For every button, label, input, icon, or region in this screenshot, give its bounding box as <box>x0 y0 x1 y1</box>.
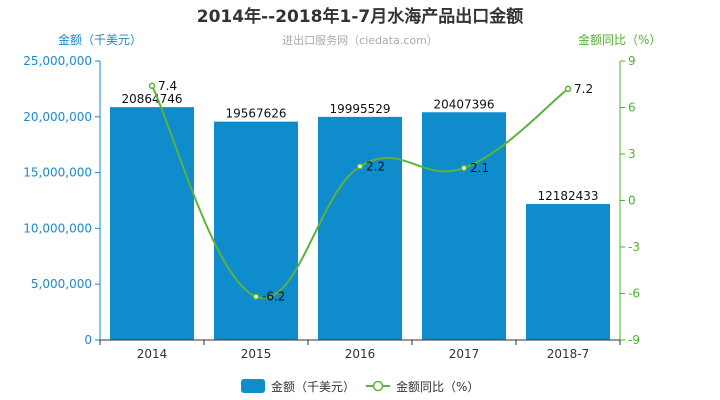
bar-2014 <box>110 107 194 340</box>
right-tick-label: -3 <box>628 240 640 254</box>
x-tick-label: 2017 <box>449 347 480 361</box>
bar-value-label: 19995529 <box>329 102 390 116</box>
legend-line-label: 金额同比（%） <box>396 379 479 394</box>
right-tick-label: 3 <box>628 147 636 161</box>
left-tick-label: 10,000,000 <box>23 221 92 235</box>
growth-point <box>356 163 364 170</box>
bar-value-label: 19567626 <box>225 107 286 121</box>
growth-value-label: 2.1 <box>470 161 489 175</box>
right-tick-label: 0 <box>628 194 636 208</box>
bar-2016 <box>318 116 402 340</box>
right-tick-label: 9 <box>628 54 636 68</box>
growth-value-label: 7.2 <box>574 82 593 96</box>
growth-point <box>564 85 572 93</box>
bar-2018-7 <box>526 204 610 340</box>
legend-bar-label: 金额（千美元） <box>271 379 355 394</box>
growth-value-label: 7.4 <box>158 79 177 93</box>
growth-point <box>252 293 260 300</box>
legend: 金额（千美元） 金额同比（%） <box>241 379 479 394</box>
growth-line <box>151 85 569 300</box>
legend-line-marker <box>372 380 384 392</box>
left-tick-label: 0 <box>84 333 92 347</box>
bar-2015 <box>214 121 298 340</box>
x-tick-label: 2016 <box>345 347 376 361</box>
bar-value-label: 20407396 <box>433 97 494 111</box>
right-tick-label: -9 <box>628 333 640 347</box>
right-tick-label: -6 <box>628 287 640 301</box>
bar-2017 <box>422 112 506 340</box>
growth-point <box>460 164 468 172</box>
growth-point <box>148 82 156 90</box>
chart-title: 2014年--2018年1-7月水海产品出口金额 <box>197 6 523 27</box>
legend-bar-swatch <box>241 379 265 393</box>
x-tick-label: 2014 <box>137 347 168 361</box>
left-tick-label: 15,000,000 <box>23 166 92 180</box>
bar-value-label: 20864746 <box>121 92 182 106</box>
plot-layer: 0 5,000,000 10,000,000 15,000,000 20,000,000… <box>23 54 640 361</box>
x-tick-label: 2015 <box>241 347 272 361</box>
chart-subtitle: 进出口服务网（ciedata.com） <box>282 33 438 47</box>
left-tick-label: 5,000,000 <box>31 277 92 291</box>
left-tick-label: 25,000,000 <box>23 54 92 68</box>
left-tick-label: 20,000,000 <box>23 110 92 124</box>
bar-value-label: 12182433 <box>537 189 598 203</box>
left-axis-label: 金额（千美元） <box>58 32 142 47</box>
x-tick-label: 2018-7 <box>547 347 590 361</box>
right-axis-label: 金额同比（%） <box>578 32 661 47</box>
right-tick-label: 6 <box>628 101 636 115</box>
growth-value-label: 2.2 <box>366 159 385 173</box>
growth-value-label: -6.2 <box>262 290 285 304</box>
